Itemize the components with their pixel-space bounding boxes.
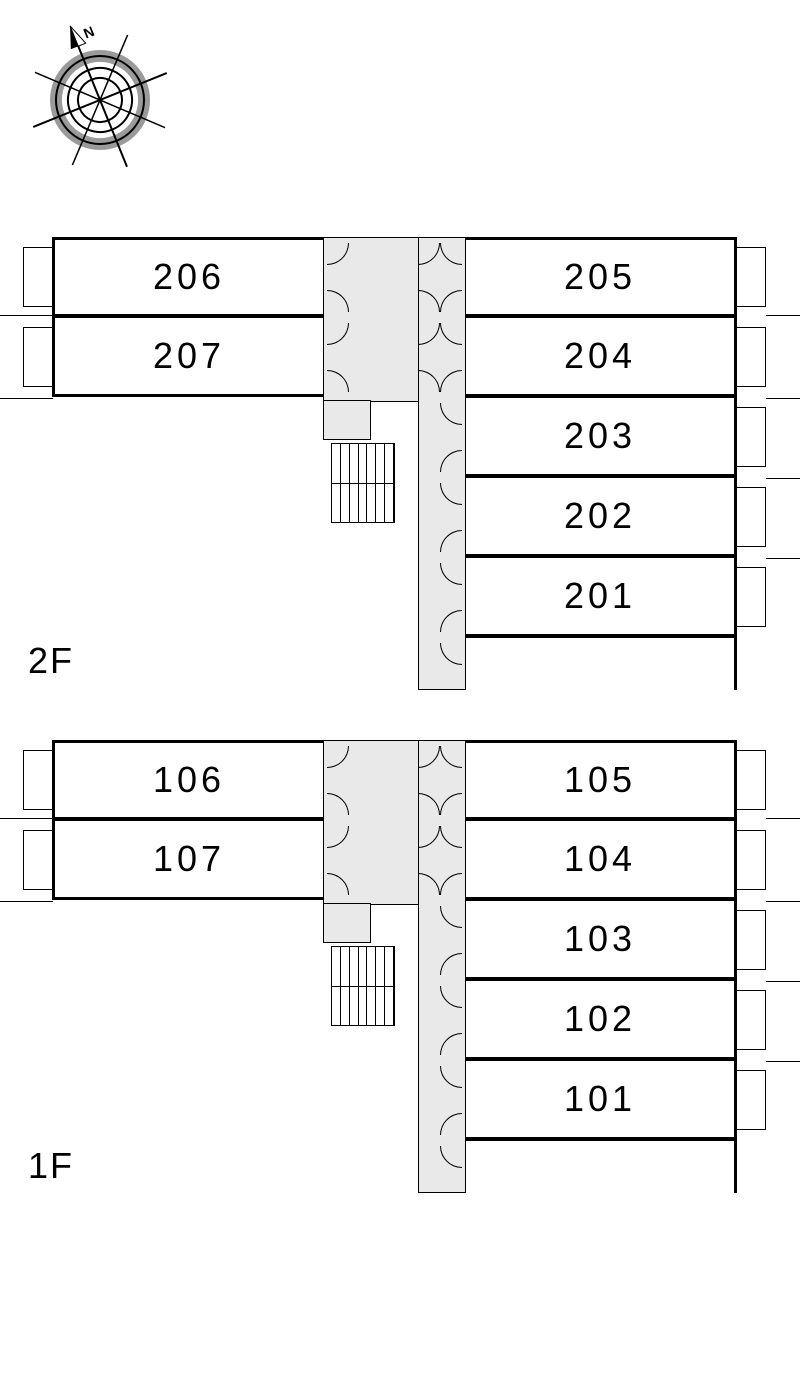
stairs-2F xyxy=(331,443,395,523)
edge-line-2F-4 xyxy=(766,478,800,479)
room-202: 202 xyxy=(465,477,737,557)
room-204: 204 xyxy=(465,317,737,397)
room-203: 203 xyxy=(465,397,737,477)
balcony-2F-R3 xyxy=(736,487,766,547)
room-101: 101 xyxy=(465,1060,737,1140)
room-207: 207 xyxy=(52,317,324,397)
room-106: 106 xyxy=(52,740,324,820)
room-label-106: 106 xyxy=(153,759,225,801)
balcony-1F-R3 xyxy=(736,990,766,1050)
room-105: 105 xyxy=(465,740,737,820)
room-label-101: 101 xyxy=(564,1078,636,1120)
compass-icon: N xyxy=(20,20,180,180)
balcony-1F-R0 xyxy=(736,750,766,810)
room-label-205: 205 xyxy=(564,256,636,298)
room-label-103: 103 xyxy=(564,918,636,960)
compass-north-label: N xyxy=(81,23,96,42)
room-label-107: 107 xyxy=(153,838,225,880)
balcony-1F-R4 xyxy=(736,1070,766,1130)
room-partial xyxy=(465,637,737,690)
edge-line-1F-2 xyxy=(766,818,800,819)
balcony-2F-R4 xyxy=(736,567,766,627)
stairs-1F xyxy=(331,946,395,1026)
balcony-1F-R1 xyxy=(736,830,766,890)
room-partial xyxy=(465,1140,737,1193)
edge-line-1F-1 xyxy=(0,901,53,902)
edge-line-2F-1 xyxy=(0,398,53,399)
edge-line-1F-0 xyxy=(0,818,53,819)
balcony-2F-R2 xyxy=(736,407,766,467)
room-label-105: 105 xyxy=(564,759,636,801)
edge-line-2F-2 xyxy=(766,315,800,316)
room-206: 206 xyxy=(52,237,324,317)
room-103: 103 xyxy=(465,900,737,980)
balcony-2F-R1 xyxy=(736,327,766,387)
room-label-203: 203 xyxy=(564,415,636,457)
room-201: 201 xyxy=(465,557,737,637)
floor-label-1F: 1F xyxy=(28,1145,74,1187)
room-label-104: 104 xyxy=(564,838,636,880)
edge-line-2F-0 xyxy=(0,315,53,316)
edge-line-1F-3 xyxy=(766,901,800,902)
edge-line-1F-4 xyxy=(766,981,800,982)
floor-label-2F: 2F xyxy=(28,640,74,682)
corridor-1F-1 xyxy=(323,903,371,943)
room-label-206: 206 xyxy=(153,256,225,298)
room-label-207: 207 xyxy=(153,335,225,377)
corridor-2F-1 xyxy=(323,400,371,440)
edge-line-1F-5 xyxy=(766,1061,800,1062)
edge-line-2F-5 xyxy=(766,558,800,559)
room-label-102: 102 xyxy=(564,998,636,1040)
room-label-202: 202 xyxy=(564,495,636,537)
balcony-1F-L0 xyxy=(23,750,53,810)
edge-line-2F-3 xyxy=(766,398,800,399)
balcony-2F-L0 xyxy=(23,247,53,307)
room-label-201: 201 xyxy=(564,575,636,617)
room-104: 104 xyxy=(465,820,737,900)
room-label-204: 204 xyxy=(564,335,636,377)
room-102: 102 xyxy=(465,980,737,1060)
balcony-1F-L1 xyxy=(23,830,53,890)
balcony-1F-R2 xyxy=(736,910,766,970)
room-107: 107 xyxy=(52,820,324,900)
room-205: 205 xyxy=(465,237,737,317)
balcony-2F-L1 xyxy=(23,327,53,387)
balcony-2F-R0 xyxy=(736,247,766,307)
